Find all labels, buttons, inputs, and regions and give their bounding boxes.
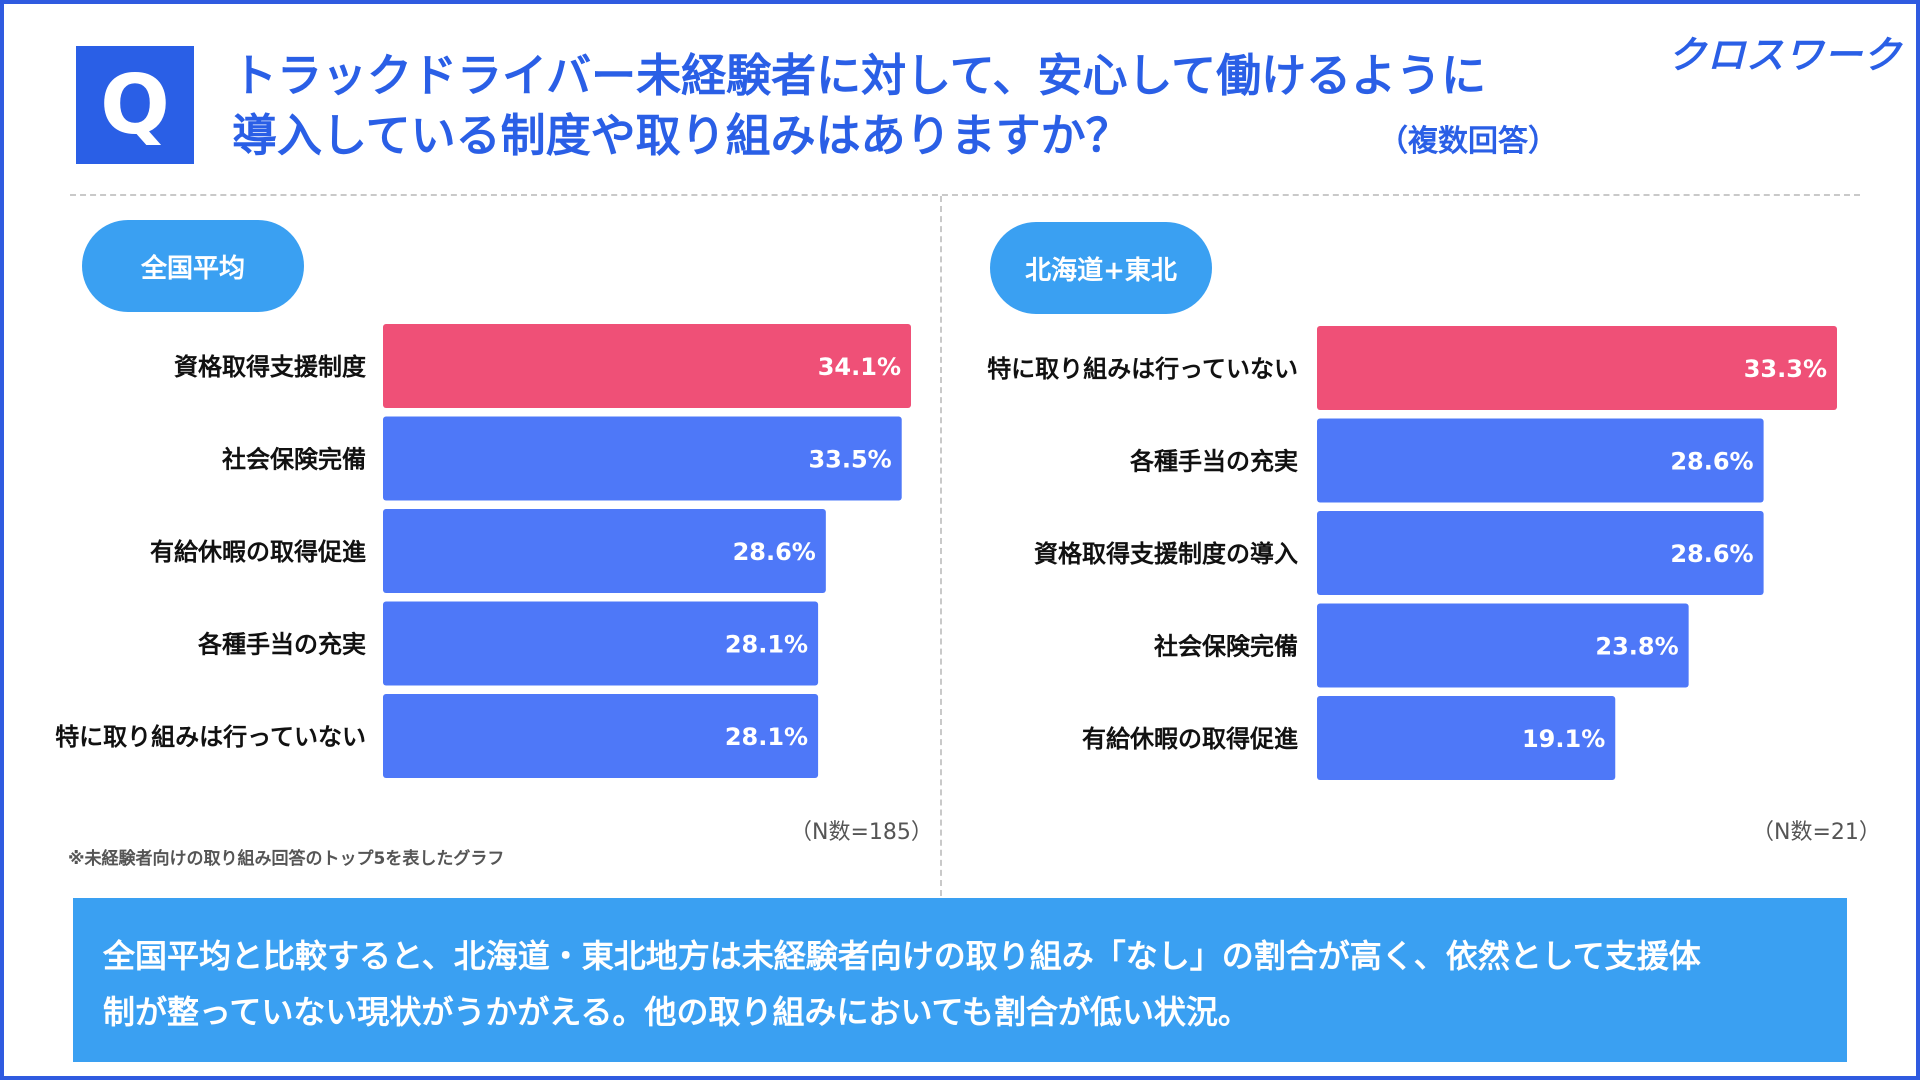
summary-box: 全国平均と比較すると、北海道・東北地方は未経験者向けの取り組み「なし」の割合が高…	[73, 898, 1847, 1062]
header-divider	[70, 194, 1860, 196]
right-bar-value-1: 28.6%	[1670, 448, 1753, 476]
left-chart-title-pill: 全国平均	[82, 220, 304, 312]
right-bar-value-3: 23.8%	[1595, 633, 1678, 661]
question-title-line2: 導入している制度や取り組みはありますか？	[232, 109, 1131, 162]
summary-line2: 制が整っていない現状がうかがえる。他の取り組みにおいても割合が低い状況。	[103, 993, 1250, 1031]
left-bar-value-3: 28.1%	[725, 631, 808, 659]
left-category-label-1: 社会保険完備	[222, 446, 366, 474]
left-bar-1	[383, 416, 902, 501]
left-bar-2	[383, 509, 826, 593]
right-bar-4	[1317, 696, 1616, 780]
right-bar-value-4: 19.1%	[1522, 725, 1605, 753]
right-category-label-0: 特に取り組みは行っていない	[987, 355, 1298, 383]
right-bar-value-0: 33.3%	[1744, 355, 1827, 383]
left-bar-value-0: 34.1%	[818, 353, 901, 381]
right-chart-title-pill: 北海道+東北	[990, 222, 1212, 314]
left-category-label-4: 特に取り組みは行っていない	[55, 723, 366, 751]
left-category-label-0: 資格取得支援制度	[174, 353, 367, 381]
left-bar-value-2: 28.6%	[733, 538, 816, 566]
left-category-label-3: 各種手当の充実	[197, 631, 366, 659]
question-title: トラックドライバー未経験者に対して、安心して働けるように 導入している制度や取り…	[232, 46, 1592, 166]
question-badge: Q	[76, 46, 194, 164]
right-bar-value-2: 28.6%	[1670, 540, 1753, 568]
panel-divider	[940, 196, 942, 896]
right-category-label-3: 社会保険完備	[1154, 633, 1298, 661]
left-bar-3	[383, 601, 819, 686]
left-sample-size: （N数=185）	[790, 820, 933, 845]
left-bar-0	[383, 324, 911, 408]
brand-logo: クロスワーク	[1668, 33, 1903, 77]
left-bar-value-4: 28.1%	[725, 723, 808, 751]
right-category-label-2: 資格取得支援制度の導入	[1034, 540, 1298, 568]
question-title-line1: トラックドライバー未経験者に対して、安心して働けるように	[232, 49, 1487, 102]
left-bar-value-1: 33.5%	[808, 446, 891, 474]
question-mark: Q	[100, 57, 170, 153]
left-bar-4	[383, 694, 819, 778]
right-bar-2	[1317, 511, 1764, 595]
right-bar-3	[1317, 603, 1689, 688]
right-category-label-1: 各種手当の充実	[1129, 448, 1298, 476]
right-category-label-4: 有給休暇の取得促進	[1082, 725, 1298, 753]
graph-footnote: ※未経験者向けの取り組み回答のトップ5を表したグラフ	[68, 849, 505, 869]
right-bar-1	[1317, 418, 1764, 503]
left-category-label-2: 有給休暇の取得促進	[150, 538, 366, 566]
summary-line1: 全国平均と比較すると、北海道・東北地方は未経験者向けの取り組み「なし」の割合が高…	[103, 937, 1701, 975]
right-sample-size: （N数=21）	[1752, 820, 1881, 845]
right-bar-0	[1317, 326, 1837, 410]
multi-answer-note: （複数回答）	[1378, 124, 1558, 159]
